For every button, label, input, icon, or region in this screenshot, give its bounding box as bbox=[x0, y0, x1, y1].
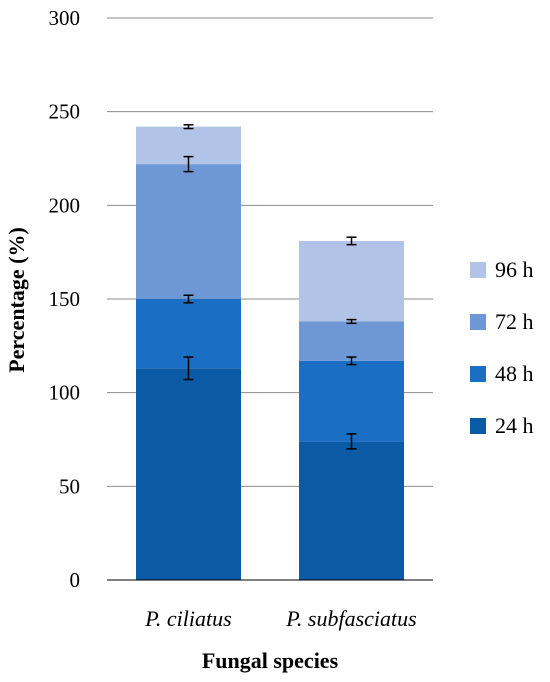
y-tick-label: 200 bbox=[49, 193, 81, 217]
bar-segment bbox=[136, 164, 241, 299]
y-tick-label: 250 bbox=[49, 100, 81, 124]
bar-segment bbox=[136, 368, 241, 580]
bar-segment bbox=[299, 360, 404, 442]
x-category-label: P. ciliatus bbox=[144, 606, 231, 631]
y-tick-label: 0 bbox=[70, 568, 81, 592]
y-tick-label: 300 bbox=[49, 6, 81, 30]
x-axis-title: Fungal species bbox=[202, 648, 339, 673]
x-category-label: P. subfasciatus bbox=[285, 606, 416, 631]
y-axis-title: Percentage (%) bbox=[4, 227, 29, 373]
legend-label: 48 h bbox=[495, 361, 534, 386]
y-axis-ticks: 0 50 100 150 200 250 300 bbox=[49, 6, 81, 592]
legend-swatch bbox=[470, 262, 486, 278]
y-tick-label: 150 bbox=[49, 287, 81, 311]
error-bars bbox=[183, 124, 357, 450]
legend-swatch bbox=[470, 418, 486, 434]
bars bbox=[136, 126, 404, 580]
y-tick-label: 50 bbox=[59, 474, 80, 498]
legend-label: 72 h bbox=[495, 309, 534, 334]
legend-swatch bbox=[470, 366, 486, 382]
x-axis-categories: P. ciliatus P. subfasciatus bbox=[144, 606, 416, 631]
bar-segment bbox=[299, 441, 404, 580]
legend-swatch bbox=[470, 314, 486, 330]
legend-label: 24 h bbox=[495, 413, 534, 438]
legend-label: 96 h bbox=[495, 257, 534, 282]
legend: 96 h 72 h 48 h 24 h bbox=[470, 257, 534, 438]
bar-segment bbox=[299, 240, 404, 322]
y-tick-label: 100 bbox=[49, 381, 81, 405]
bar-segment bbox=[299, 321, 404, 361]
